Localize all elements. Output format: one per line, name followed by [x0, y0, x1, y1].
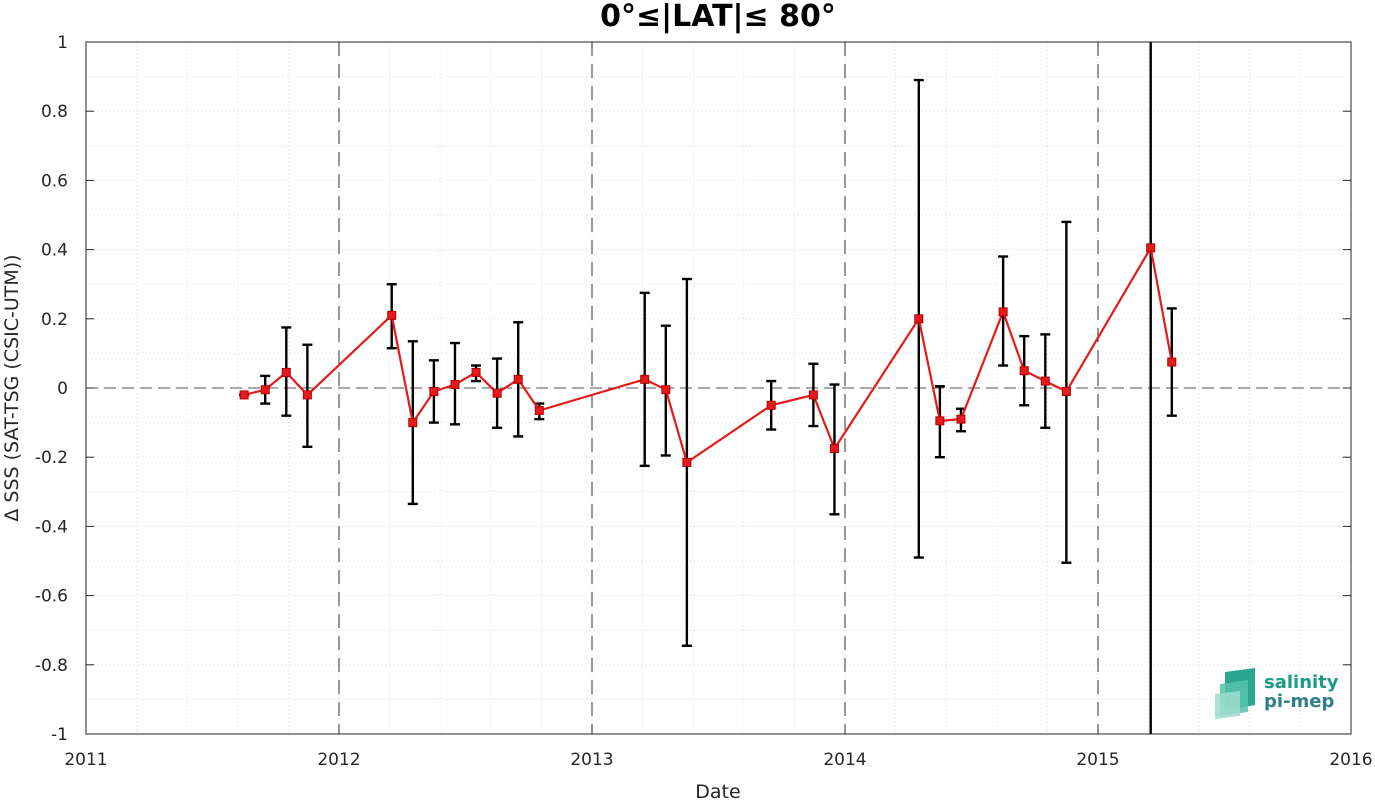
x-tick-label: 2012: [317, 750, 360, 770]
data-point-marker: [513, 374, 523, 384]
y-tick-label: -1: [51, 725, 68, 745]
wave-logo-icon: [1215, 668, 1255, 719]
salinity-pi-mep-logo: salinity pi-mep: [1215, 668, 1339, 719]
data-point-marker: [661, 385, 671, 395]
data-point-marker: [956, 414, 966, 424]
y-tick-label: 0.4: [41, 241, 68, 261]
y-tick-label: 1: [57, 33, 68, 53]
data-point-marker: [492, 388, 502, 398]
data-point-marker: [281, 367, 291, 377]
data-point-marker: [640, 374, 650, 384]
y-tick-labels: 1 0.8 0.6 0.4 0.2 0 -0.2 -0.4 -0.6 -0.8 -1: [35, 33, 68, 745]
data-point-marker: [1019, 366, 1029, 376]
logo-text-pi-mep: pi-mep: [1264, 691, 1334, 712]
data-point-marker: [260, 385, 270, 395]
data-point-marker: [1040, 376, 1050, 386]
y-tick-label: 0.8: [41, 102, 68, 122]
data-point-marker: [302, 390, 312, 400]
chart-title: 0°≤|LAT|≤ 80°: [600, 0, 836, 34]
year-dividers: [338, 42, 1099, 734]
data-point-marker: [450, 380, 460, 390]
x-tick-label: 2016: [1329, 750, 1372, 770]
y-tick-label: 0: [57, 379, 68, 399]
y-tick-label: -0.4: [35, 517, 68, 537]
grid: [85, 41, 1351, 735]
data-point-marker: [471, 367, 481, 377]
data-point-marker: [429, 386, 439, 396]
y-tick-label: -0.8: [35, 656, 68, 676]
data-point-marker: [1146, 243, 1156, 253]
y-tick-label: -0.2: [35, 448, 68, 468]
data-point-marker: [998, 307, 1008, 317]
data-point-marker: [935, 416, 945, 426]
y-tick-label: 0.2: [41, 310, 68, 330]
data-point-marker: [829, 444, 839, 454]
data-point-marker: [808, 390, 818, 400]
x-tick-label: 2013: [570, 750, 613, 770]
y-axis-label: Δ SSS (SAT-TSG (CSIC-UTM)): [1, 254, 23, 521]
logo-text-salinity: salinity: [1264, 672, 1339, 693]
data-point-marker: [1061, 386, 1071, 396]
data-point-marker: [1167, 357, 1177, 367]
data-point-marker: [534, 405, 544, 415]
data-point-marker: [408, 418, 418, 428]
data-point-marker: [682, 457, 692, 467]
data-point-marker: [914, 314, 924, 324]
axis-ticks: [85, 41, 1352, 735]
x-tick-label: 2011: [64, 750, 107, 770]
x-tick-label: 2015: [1076, 750, 1119, 770]
x-tick-label: 2014: [823, 750, 866, 770]
y-tick-label: -0.6: [35, 587, 68, 607]
data-point-marker: [387, 310, 397, 320]
y-tick-label: 0.6: [41, 171, 68, 191]
x-axis-label: Date: [695, 781, 740, 801]
data-point-marker: [766, 400, 776, 410]
data-point-marker: [239, 390, 249, 400]
data-markers: [239, 243, 1177, 467]
x-tick-labels: 2011 2012 2013 2014 2015 2016: [64, 750, 1372, 770]
